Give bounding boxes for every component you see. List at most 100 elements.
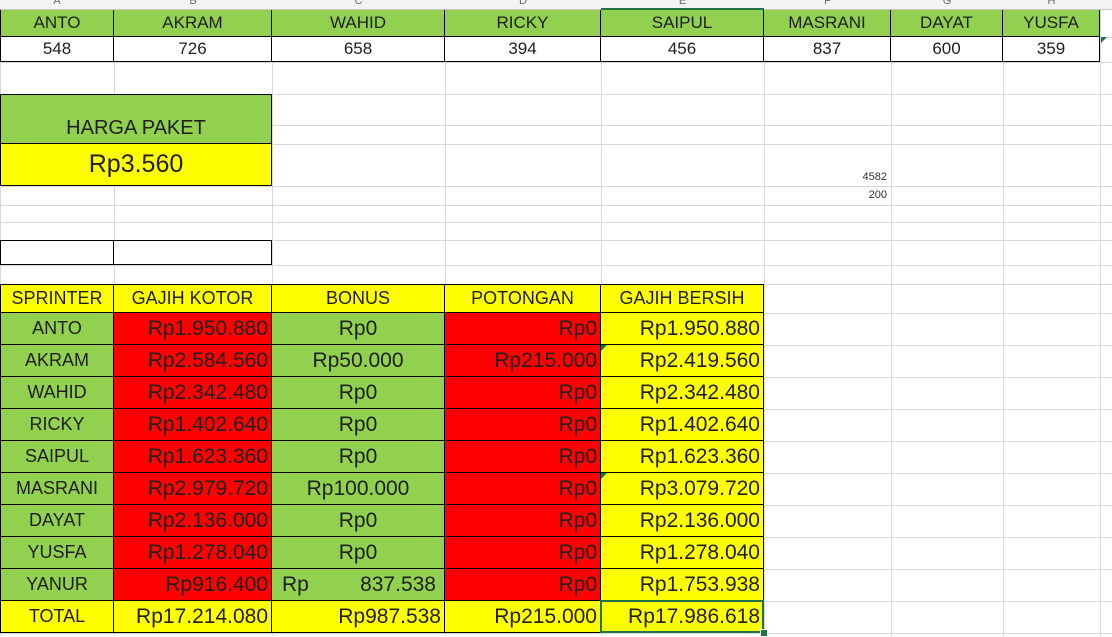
bonus-cell[interactable]: Rp0: [272, 313, 445, 345]
selected-column-indicator: [601, 8, 764, 10]
gajih-bersih-cell[interactable]: Rp2.136.000: [601, 505, 764, 537]
sprinter-name-cell[interactable]: MASRANI: [0, 473, 114, 505]
harga-paket-value[interactable]: Rp3.560: [0, 144, 272, 186]
potongan-cell[interactable]: Rp0: [445, 473, 601, 505]
bonus-cell[interactable]: Rp0: [272, 377, 445, 409]
bonus-cell[interactable]: Rp0: [272, 441, 445, 473]
gridline-horizontal: [0, 633, 1112, 634]
main-header-cell[interactable]: GAJIH BERSIH: [601, 284, 764, 313]
potongan-cell[interactable]: Rp0: [445, 505, 601, 537]
total-row-cell[interactable]: TOTAL: [0, 601, 114, 633]
top-value-cell[interactable]: 837: [764, 37, 891, 62]
column-header-g[interactable]: G: [942, 0, 952, 7]
main-header-cell[interactable]: SPRINTER: [0, 284, 114, 313]
column-header-a[interactable]: A: [53, 0, 61, 7]
sprinter-name-cell[interactable]: YUSFA: [0, 537, 114, 569]
top-name-cell[interactable]: SAIPUL: [601, 10, 764, 37]
accounting-currency-symbol: Rp: [282, 572, 309, 596]
gajih-bersih-cell[interactable]: Rp1.278.040: [601, 537, 764, 569]
gajih-kotor-cell[interactable]: Rp1.623.360: [114, 441, 272, 473]
empty-bordered-cell[interactable]: [0, 240, 114, 265]
gajih-kotor-cell[interactable]: Rp916.400: [114, 569, 272, 601]
side-number-cell[interactable]: 4582: [862, 171, 887, 183]
bonus-cell[interactable]: Rp0: [272, 505, 445, 537]
empty-bordered-cell[interactable]: [114, 240, 272, 265]
column-header-h[interactable]: H: [1047, 0, 1056, 7]
gajih-kotor-cell[interactable]: Rp1.950.880: [114, 313, 272, 345]
top-name-cell[interactable]: WAHID: [272, 10, 445, 37]
top-value-cell[interactable]: 359: [1003, 37, 1100, 62]
gajih-bersih-cell[interactable]: Rp3.079.720: [601, 473, 764, 505]
total-row-cell[interactable]: Rp17.986.618: [601, 601, 764, 633]
gridline-horizontal: [0, 205, 1112, 206]
top-value-cell[interactable]: 394: [445, 37, 601, 62]
sprinter-name-cell[interactable]: WAHID: [0, 377, 114, 409]
gajih-bersih-cell[interactable]: Rp1.753.938: [601, 569, 764, 601]
top-value-cell[interactable]: 726: [114, 37, 272, 62]
top-value-cell[interactable]: 548: [0, 37, 114, 62]
gajih-kotor-cell[interactable]: Rp2.979.720: [114, 473, 272, 505]
potongan-cell[interactable]: Rp215.000: [445, 345, 601, 377]
top-value-cell[interactable]: 658: [272, 37, 445, 62]
gajih-kotor-cell[interactable]: Rp1.278.040: [114, 537, 272, 569]
gridline-horizontal: [0, 125, 1112, 126]
bonus-cell[interactable]: Rp0: [272, 409, 445, 441]
sprinter-name-cell[interactable]: YANUR: [0, 569, 114, 601]
column-header-b[interactable]: B: [189, 0, 197, 7]
top-name-cell[interactable]: YUSFA: [1003, 10, 1100, 37]
potongan-cell[interactable]: Rp0: [445, 409, 601, 441]
total-row-cell[interactable]: Rp17.214.080: [114, 601, 272, 633]
top-name-cell[interactable]: MASRANI: [764, 10, 891, 37]
gridline-horizontal: [0, 186, 1112, 187]
top-name-cell[interactable]: ANTO: [0, 10, 114, 37]
potongan-cell[interactable]: Rp0: [445, 569, 601, 601]
bonus-cell[interactable]: Rp50.000: [272, 345, 445, 377]
cell-indicator-icon: [601, 345, 607, 351]
gridline-vertical: [1100, 9, 1101, 636]
gajih-kotor-cell[interactable]: Rp2.136.000: [114, 505, 272, 537]
potongan-cell[interactable]: Rp0: [445, 441, 601, 473]
gajih-bersih-cell[interactable]: Rp1.950.880: [601, 313, 764, 345]
top-name-cell[interactable]: RICKY: [445, 10, 601, 37]
bonus-cell[interactable]: Rp0: [272, 537, 445, 569]
sprinter-name-cell[interactable]: DAYAT: [0, 505, 114, 537]
gajih-bersih-cell[interactable]: Rp1.402.640: [601, 409, 764, 441]
main-header-cell[interactable]: POTONGAN: [445, 284, 601, 313]
potongan-cell[interactable]: Rp0: [445, 537, 601, 569]
main-header-cell[interactable]: GAJIH KOTOR: [114, 284, 272, 313]
total-row-cell[interactable]: Rp215.000: [445, 601, 601, 633]
column-header-c[interactable]: C: [354, 0, 363, 7]
column-header-f[interactable]: F: [824, 0, 831, 7]
gajih-kotor-cell[interactable]: Rp2.584.560: [114, 345, 272, 377]
active-cell-selection[interactable]: [600, 600, 764, 633]
column-header-bar: [0, 0, 1112, 10]
bonus-cell[interactable]: Rp100.000: [272, 473, 445, 505]
potongan-cell[interactable]: Rp0: [445, 313, 601, 345]
gajih-kotor-cell[interactable]: Rp1.402.640: [114, 409, 272, 441]
total-row-cell[interactable]: Rp987.538: [272, 601, 445, 633]
main-header-cell[interactable]: BONUS: [272, 284, 445, 313]
harga-paket-label[interactable]: HARGA PAKET: [0, 94, 272, 144]
bonus-cell[interactable]: Rp 837.538: [272, 569, 445, 601]
gajih-bersih-cell[interactable]: Rp2.419.560: [601, 345, 764, 377]
gridline-horizontal: [0, 62, 1112, 63]
sprinter-name-cell[interactable]: SAIPUL: [0, 441, 114, 473]
top-name-cell[interactable]: DAYAT: [891, 10, 1003, 37]
sprinter-name-cell[interactable]: AKRAM: [0, 345, 114, 377]
column-header-d[interactable]: D: [519, 0, 527, 7]
gajih-kotor-cell[interactable]: Rp2.342.480: [114, 377, 272, 409]
sprinter-name-cell[interactable]: RICKY: [0, 409, 114, 441]
top-name-cell[interactable]: AKRAM: [114, 10, 272, 37]
top-value-cell[interactable]: 600: [891, 37, 1003, 62]
potongan-cell[interactable]: Rp0: [445, 377, 601, 409]
column-header-e[interactable]: E: [678, 0, 687, 7]
side-number-cell[interactable]: 200: [868, 189, 887, 201]
comment-indicator-icon: [1101, 37, 1107, 43]
gridline-vertical: [764, 9, 765, 636]
gajih-bersih-cell[interactable]: Rp2.342.480: [601, 377, 764, 409]
gajih-bersih-cell[interactable]: Rp1.623.360: [601, 441, 764, 473]
sprinter-name-cell[interactable]: ANTO: [0, 313, 114, 345]
gridline-horizontal: [0, 144, 1112, 145]
top-value-cell[interactable]: 456: [601, 37, 764, 62]
